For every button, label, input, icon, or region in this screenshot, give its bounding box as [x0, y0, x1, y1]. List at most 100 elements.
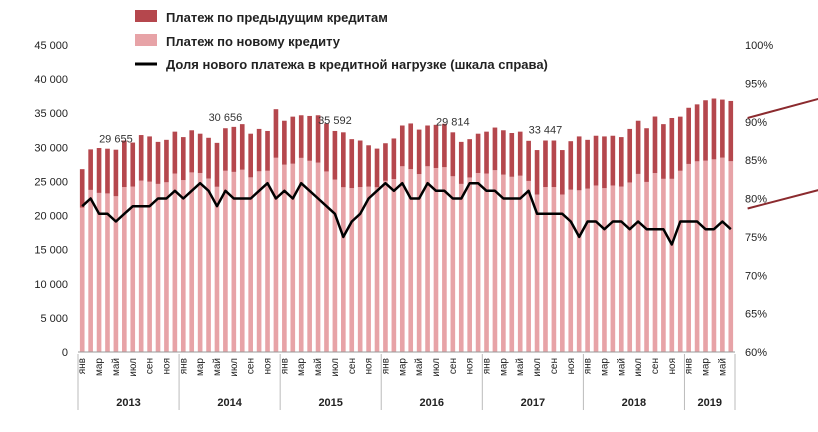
bars-layer [79, 98, 734, 352]
x-month-label: май [212, 358, 223, 376]
bar-previous-loans [332, 130, 338, 180]
bar-previous-loans [298, 115, 304, 158]
bar-previous-loans [661, 124, 666, 179]
legend-swatch [135, 10, 157, 22]
bar-new-loan [602, 188, 607, 352]
bar-previous-loans [711, 98, 717, 160]
bar-previous-loans [282, 120, 287, 165]
bar-new-loan [644, 181, 649, 352]
bar-new-loan [458, 183, 464, 352]
bar-previous-loans [273, 109, 279, 158]
bar-previous-loans [138, 135, 144, 181]
x-month-label: ноя [161, 358, 172, 375]
x-month-label: сен [448, 358, 459, 374]
bar-previous-loans [105, 148, 110, 194]
bar-previous-loans [341, 132, 346, 188]
bar-previous-loans [391, 138, 397, 180]
bar-new-loan [147, 181, 152, 352]
bar-new-loan [728, 161, 734, 352]
bar-previous-loans [526, 140, 531, 181]
bar-previous-loans [635, 120, 641, 174]
bar-new-loan [214, 186, 220, 352]
bar-previous-loans [694, 104, 700, 162]
x-month-label: май [717, 358, 728, 376]
value-annotation: 29 655 [99, 134, 133, 146]
bar-new-loan [720, 157, 725, 352]
bar-previous-loans [164, 139, 169, 183]
x-month-label: янв [684, 358, 695, 374]
bar-new-loan [627, 182, 633, 352]
legend-label: Платеж по предыдущим кредитам [166, 10, 388, 25]
x-year-label: 2019 [697, 397, 721, 409]
y2-tick-label: 60% [745, 347, 767, 359]
bar-previous-loans [189, 130, 195, 173]
bar-previous-loans [96, 148, 102, 193]
bar-new-loan [113, 196, 119, 352]
bar-previous-loans [652, 116, 658, 174]
bar-new-loan [290, 163, 296, 352]
bar-previous-loans [677, 116, 683, 171]
x-month-label: мар [195, 358, 206, 376]
bar-new-loan [467, 177, 472, 352]
trend-arrow [747, 189, 818, 210]
y2-tick-label: 75% [745, 232, 767, 244]
bar-previous-loans [433, 124, 439, 168]
x-month-label: май [414, 358, 425, 376]
bar-previous-loans [610, 135, 616, 186]
bar-new-loan [568, 189, 574, 352]
bar-previous-loans [88, 149, 93, 190]
bar-previous-loans [560, 150, 565, 195]
bar-new-loan [677, 170, 683, 352]
legend-label: Доля нового платежа в кредитной нагрузке… [166, 57, 548, 72]
bar-new-loan [635, 173, 641, 352]
x-month-label: мар [701, 358, 712, 376]
bar-new-loan [324, 171, 329, 352]
x-month-label: сен [347, 358, 358, 374]
legend: Платеж по предыдущим кредитам Платеж по н… [135, 10, 548, 72]
x-month-label: май [515, 358, 526, 376]
y2-tick-label: 95% [745, 78, 767, 90]
bar-previous-loans [374, 148, 380, 188]
y-tick-label: 35 000 [34, 108, 68, 120]
bar-new-loan [197, 172, 203, 352]
bar-new-loan [256, 171, 262, 352]
bar-new-loan [155, 183, 161, 352]
value-annotation: 30 956 [739, 0, 773, 3]
bar-previous-loans [366, 145, 371, 187]
y-tick-label: 0 [62, 347, 68, 359]
x-month-label: янв [279, 358, 290, 374]
bar-new-loan [391, 179, 397, 352]
bar-new-loan [307, 160, 312, 352]
y-tick-label: 45 000 [34, 40, 68, 52]
bar-new-loan [618, 186, 624, 352]
value-annotation: 29 814 [436, 116, 470, 128]
bar-previous-loans [442, 123, 447, 168]
bar-previous-loans [509, 133, 515, 177]
y-tick-label: 40 000 [34, 74, 68, 86]
y2-tick-label: 100% [745, 40, 773, 52]
bar-new-loan [425, 166, 430, 352]
bar-previous-loans [265, 130, 270, 171]
bar-new-loan [450, 176, 456, 352]
bar-new-loan [399, 166, 405, 352]
bar-new-loan [349, 188, 355, 352]
x-month-label: июл [229, 358, 240, 377]
x-year-label: 2016 [420, 397, 444, 409]
y2-tick-label: 90% [745, 117, 767, 129]
bar-previous-loans [501, 130, 506, 175]
bar-new-loan [265, 170, 270, 352]
bar-previous-loans [172, 131, 178, 174]
bar-new-loan [383, 180, 388, 352]
bar-previous-loans [484, 131, 489, 174]
bar-new-loan [509, 176, 515, 352]
bar-previous-loans [458, 141, 464, 184]
bar-new-loan [408, 169, 414, 352]
x-month-label: май [616, 358, 627, 376]
bar-new-loan [686, 163, 691, 352]
bar-previous-loans [703, 100, 708, 161]
x-month-label: мар [296, 358, 307, 376]
x-month-label: май [111, 358, 122, 376]
bar-previous-loans [349, 139, 355, 189]
bar-previous-loans [383, 143, 388, 181]
